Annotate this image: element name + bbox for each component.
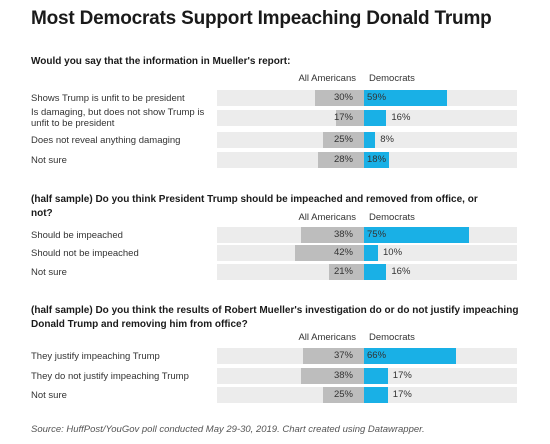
bar-democrats	[364, 110, 387, 126]
row-label: Not sure	[31, 389, 67, 401]
value-label-democrats: 8%	[380, 134, 394, 145]
bar-all-americans	[314, 90, 364, 106]
value-label-all-americans: 37%	[333, 350, 353, 361]
value-label-all-americans: 38%	[333, 229, 353, 240]
bar-all-americans	[301, 368, 364, 384]
row-label: They do not justify impeaching Trump	[31, 370, 189, 382]
column-header-all-americans: All Americans	[298, 73, 356, 84]
bar-all-americans	[302, 348, 364, 364]
value-label-all-americans: 38%	[333, 370, 353, 381]
chart-title: Most Democrats Support Impeaching Donald…	[31, 8, 492, 29]
row-label: Shows Trump is unfit to be president	[31, 92, 185, 104]
column-header-all-americans: All Americans	[298, 332, 356, 343]
bar-democrats	[364, 152, 390, 168]
value-label-democrats: 66%	[367, 350, 387, 361]
bar-democrats	[364, 368, 388, 384]
source-note: Source: HuffPost/YouGov poll conducted M…	[31, 424, 425, 435]
column-header-democrats: Democrats	[369, 212, 415, 223]
value-label-democrats: 18%	[367, 154, 387, 165]
bar-all-americans	[335, 110, 364, 126]
bar-all-americans	[301, 227, 364, 243]
bar-democrats	[364, 245, 378, 261]
bar-democrats	[364, 348, 457, 364]
row-label: They justify impeaching Trump	[31, 350, 160, 362]
question-text: (half sample) Do you think President Tru…	[31, 194, 478, 219]
bar-democrats	[364, 264, 387, 280]
bar-democrats	[364, 132, 376, 148]
row-label: Not sure	[31, 154, 67, 166]
column-header-democrats: Democrats	[369, 332, 415, 343]
row-label: Should be impeached	[31, 229, 123, 241]
column-header-democrats: Democrats	[369, 73, 415, 84]
value-label-democrats: 16%	[391, 266, 411, 277]
column-header-all-americans: All Americans	[298, 212, 356, 223]
value-label-democrats: 10%	[383, 247, 403, 258]
bar-democrats	[364, 387, 388, 403]
row-label: Does not reveal anything damaging	[31, 134, 181, 146]
bar-all-americans	[294, 245, 364, 261]
bar-all-americans	[317, 152, 364, 168]
value-label-all-americans: 30%	[333, 92, 353, 103]
value-label-all-americans: 17%	[333, 112, 353, 123]
value-label-democrats: 17%	[392, 389, 412, 400]
value-label-all-americans: 21%	[333, 266, 353, 277]
value-label-all-americans: 28%	[333, 154, 353, 165]
value-label-democrats: 59%	[367, 92, 387, 103]
row-label: Is damaging, but does not show Trump is …	[31, 107, 205, 129]
row-label: Not sure	[31, 266, 67, 278]
bar-all-americans	[329, 264, 364, 280]
value-label-all-americans: 42%	[333, 247, 353, 258]
bar-all-americans	[322, 387, 364, 403]
row-label: Should not be impeached	[31, 247, 139, 259]
bar-democrats	[364, 90, 447, 106]
question-text: (half sample) Do you think the results o…	[31, 305, 519, 330]
value-label-all-americans: 25%	[333, 389, 353, 400]
value-label-democrats: 16%	[391, 112, 411, 123]
value-label-all-americans: 25%	[333, 134, 353, 145]
value-label-democrats: 17%	[392, 370, 412, 381]
value-label-democrats: 75%	[367, 229, 387, 240]
question-text: Would you say that the information in Mu…	[31, 56, 291, 67]
bar-all-americans	[322, 132, 364, 148]
bar-democrats	[364, 227, 469, 243]
